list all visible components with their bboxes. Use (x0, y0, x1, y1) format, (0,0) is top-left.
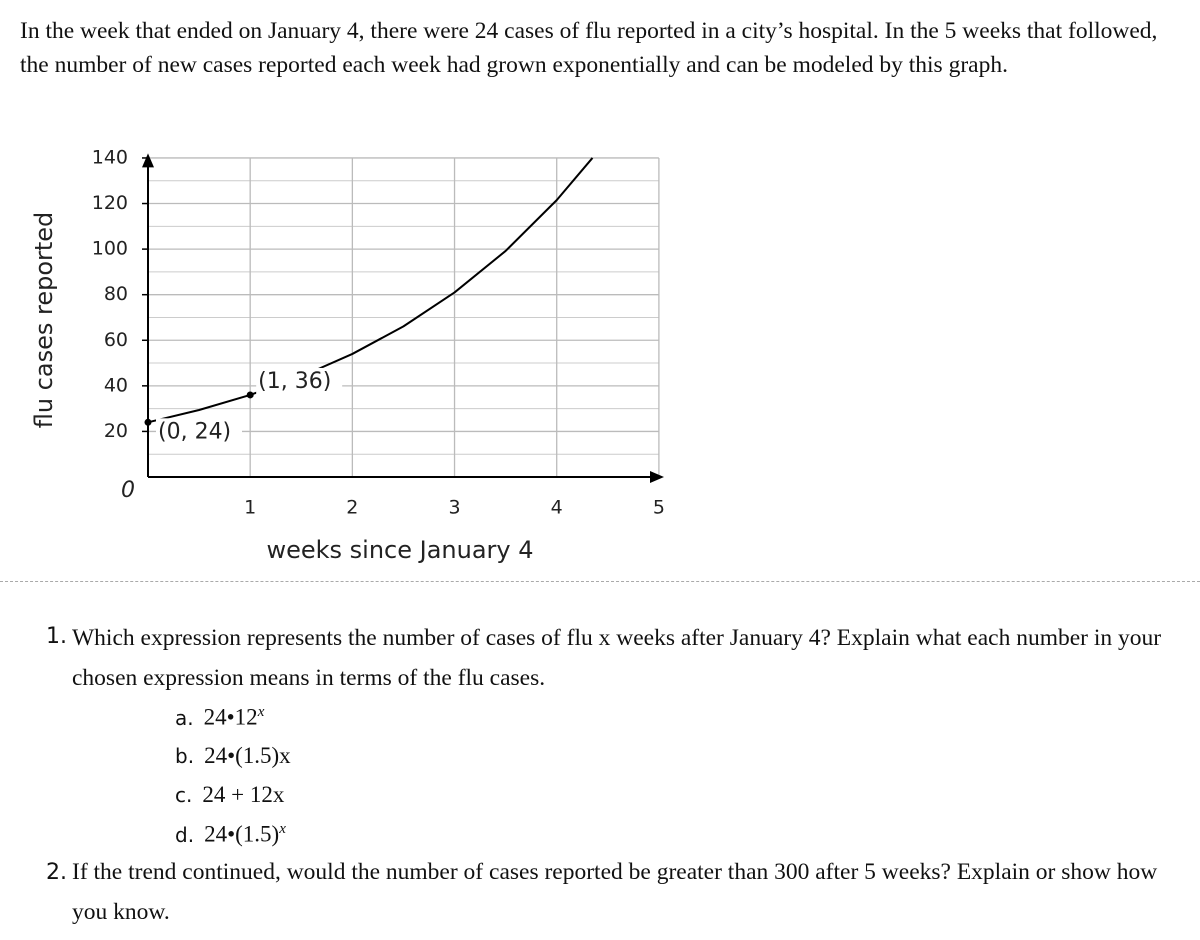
option-label: c. (175, 783, 193, 807)
question-number: 2. (46, 860, 67, 885)
y-tick-label: 120 (92, 192, 128, 214)
y-tick-label: 80 (104, 283, 128, 305)
y-tick-label: 40 (104, 374, 128, 396)
option-exponent: x (257, 704, 265, 720)
option: a. 24•12x (175, 704, 264, 731)
divider (0, 581, 1200, 582)
option: c. 24 + 12x (175, 782, 284, 808)
y-axis-arrow (142, 153, 154, 168)
point-label: (1, 36) (258, 369, 331, 394)
option-label: b. (175, 744, 195, 768)
y-tick-label: 100 (92, 238, 128, 260)
y-tick-label: 20 (104, 420, 128, 442)
x-tick-label: 5 (653, 497, 665, 519)
label-bg (256, 367, 343, 396)
x-tick-label: 4 (551, 497, 563, 519)
option-label: a. (175, 705, 194, 730)
chart: 0 20 40 60 80 100 120 140 1 2 3 4 5 weeks since Janua… (30, 146, 665, 564)
x-axis-arrow (650, 471, 664, 483)
option-exponent: x (279, 821, 286, 837)
y-axis-label: flu cases reported (30, 212, 58, 429)
option-label: d. (175, 822, 195, 847)
point-label: (0, 24) (158, 419, 231, 444)
option: b. 24•(1.5)x (175, 743, 291, 769)
x-tick-label: 2 (346, 497, 358, 519)
option-expression: 24•(1.5)x (204, 743, 291, 768)
question-text: If the trend continued, would the number… (72, 859, 1158, 925)
option-expression: 24•(1.5) (204, 821, 280, 847)
x-axis-label: weeks since January 4 (266, 536, 533, 564)
option: d. 24•(1.5)x (175, 821, 286, 848)
y-tick-label: 60 (104, 329, 128, 351)
intro-text: In the week that ended on January 4, the… (20, 18, 1158, 78)
option-expression: 24•12 (203, 704, 258, 730)
question-number: 1. (46, 624, 67, 649)
y-tick-label: 140 (92, 146, 128, 168)
label-bg (156, 418, 242, 447)
point (246, 391, 254, 399)
x-tick-label: 1 (244, 497, 256, 519)
point (144, 418, 152, 426)
curve (147, 157, 594, 424)
origin-label: 0 (121, 478, 135, 503)
question-text: Which expression represents the number o… (72, 625, 1162, 691)
x-tick-label: 3 (448, 497, 460, 519)
option-expression: 24 + 12x (202, 782, 285, 807)
